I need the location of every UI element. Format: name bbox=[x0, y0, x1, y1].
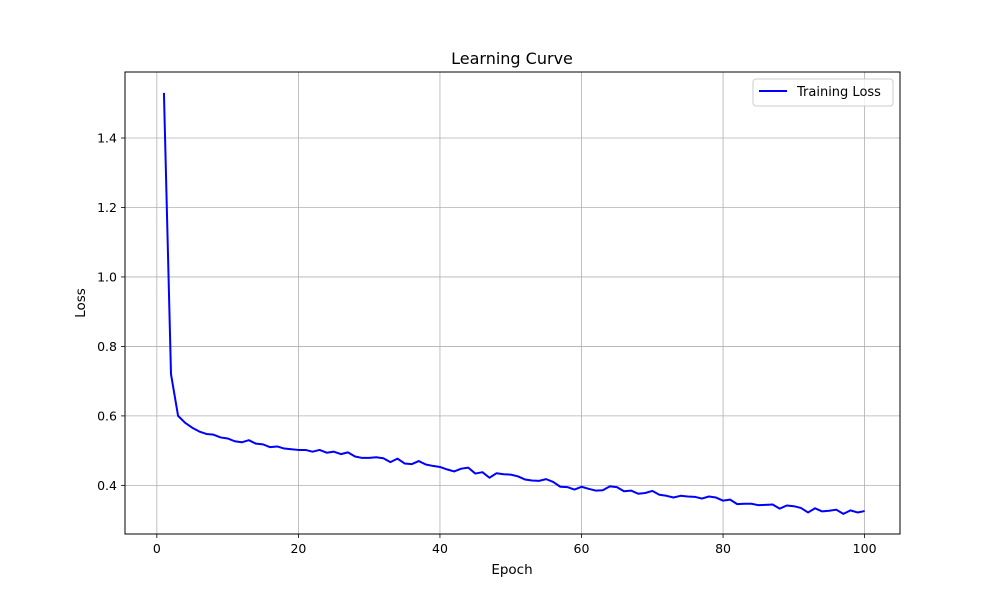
grid-lines bbox=[125, 72, 900, 534]
legend-label-training-loss: Training Loss bbox=[796, 85, 881, 100]
y-tick-label: 0.8 bbox=[97, 339, 117, 354]
chart-title: Learning Curve bbox=[451, 49, 573, 68]
plot-area-frame bbox=[124, 71, 901, 535]
x-axis-ticks: 0 20 40 60 80 100 bbox=[153, 534, 877, 556]
y-tick-label: 1.0 bbox=[97, 269, 117, 284]
y-axis-ticks: 0.4 0.6 0.8 1.0 1.2 1.4 bbox=[97, 131, 125, 493]
y-axis-label: Loss bbox=[73, 288, 89, 318]
legend: Training Loss bbox=[752, 78, 894, 107]
legend-box bbox=[752, 78, 894, 107]
series-line-training-loss bbox=[162, 92, 865, 515]
x-tick-label: 40 bbox=[432, 541, 448, 556]
y-tick-label: 1.2 bbox=[97, 200, 117, 215]
x-axis-label: Epoch bbox=[491, 562, 532, 578]
x-tick-label: 60 bbox=[574, 541, 590, 556]
series-layer bbox=[162, 92, 865, 515]
x-tick-label: 100 bbox=[853, 541, 877, 556]
y-tick-label: 0.6 bbox=[97, 408, 117, 423]
x-tick-label: 0 bbox=[153, 541, 161, 556]
x-tick-label: 20 bbox=[290, 541, 306, 556]
y-tick-label: 1.4 bbox=[97, 131, 117, 146]
x-tick-label: 80 bbox=[715, 541, 731, 556]
y-tick-label: 0.4 bbox=[97, 478, 117, 493]
